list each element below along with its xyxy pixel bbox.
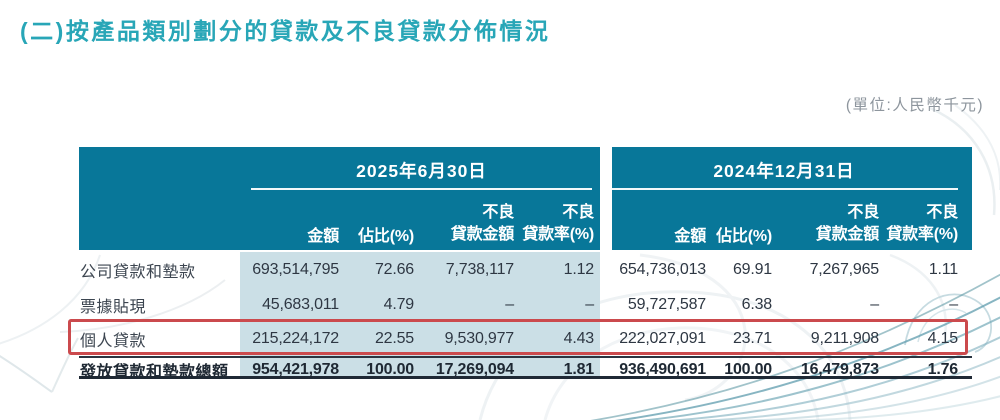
group-underline-2025 (251, 188, 592, 190)
table-row-personal-loans: 個人貸款 215,224,172 22.55 9,530,977 4.43 22… (80, 330, 958, 350)
column-group-title-2024: 2024年12月31日 (713, 161, 855, 181)
table-row-total-loans: 發放貸款和墊款總額 954,421,978 100.00 17,269,094 … (79, 356, 972, 381)
header-block-2025 (79, 147, 600, 250)
section-title: (二)按產品類別劃分的貸款及不良貸款分佈情況 (20, 18, 551, 44)
column-group-title-2025: 2025年6月30日 (356, 161, 487, 181)
subheader-ratio-2025: 佔比(%) (358, 228, 414, 245)
subheader-amount-2025: 金額 (307, 228, 339, 245)
table-subheader-row: 金額 佔比(%) 不良 貸款金額 不良 貸款率(%) 金額 佔比(%) 不良 貸… (79, 202, 972, 250)
subheader-npl-amount-2024: 不良 貸款金額 (815, 204, 879, 243)
subheader-npl-amount-2025: 不良 貸款金額 (450, 204, 514, 243)
subheader-npl-rate-2025: 不良 貸款率(%) (522, 204, 594, 243)
loans-by-product-table: 2025年6月30日 2024年12月31日 金額 佔比(%) 不良 貸款金額 … (68, 147, 972, 381)
table-body: 公司貸款和墊款 693,514,795 72.66 7,738,117 1.12… (79, 252, 972, 381)
table-row-bill-discounting: 票據貼現 45,683,011 4.79 – – 59,727,587 6.38… (80, 296, 958, 316)
unit-note: (單位:人民幣千元) (845, 97, 984, 114)
subheader-ratio-2024: 佔比(%) (716, 228, 772, 245)
subheader-amount-2024: 金額 (674, 228, 706, 245)
header-block-2024 (612, 147, 972, 250)
group-underline-2024 (610, 188, 958, 190)
subheader-npl-rate-2024: 不良 貸款率(%) (886, 204, 958, 243)
highlight-box-personal-loans (68, 319, 968, 355)
table-row-corporate-loans: 公司貸款和墊款 693,514,795 72.66 7,738,117 1.12… (80, 261, 958, 281)
